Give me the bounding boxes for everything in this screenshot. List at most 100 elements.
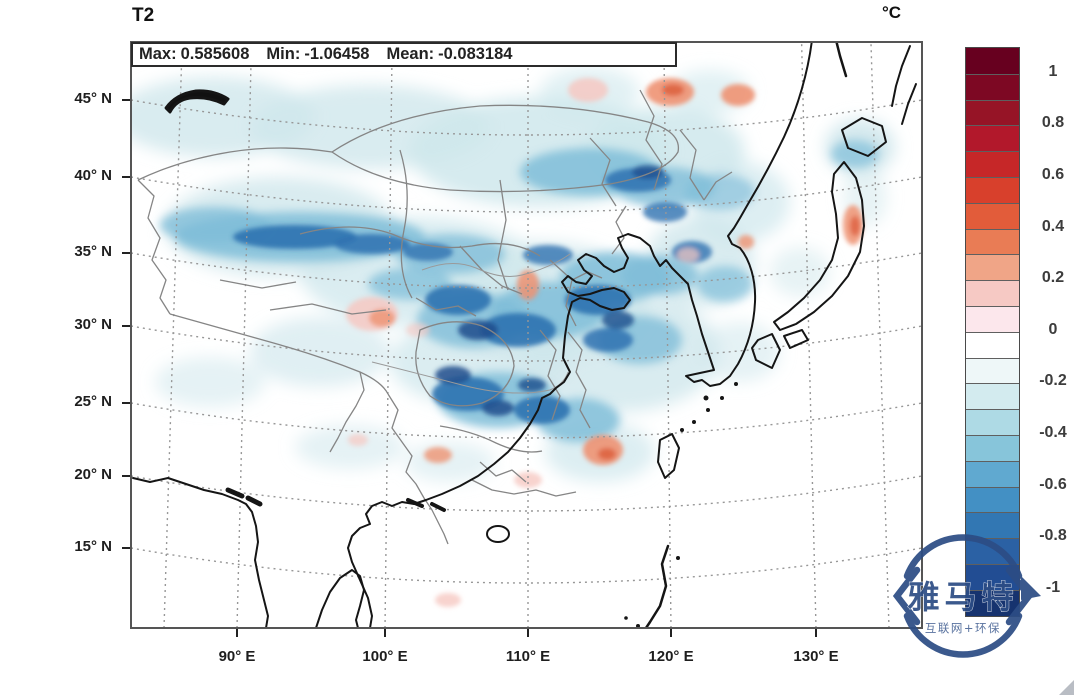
red-river-delta xyxy=(430,502,446,512)
anomaly-blob xyxy=(568,78,608,102)
lon-tick-label: 90° E xyxy=(218,648,256,665)
anomaly-blob xyxy=(677,248,699,262)
anomaly-blob xyxy=(622,255,698,295)
anomaly-blob xyxy=(583,328,633,352)
stat-item: Mean: -0.083184 xyxy=(386,45,513,63)
colorbar-segment xyxy=(966,151,1019,177)
colorbar-segment xyxy=(966,202,1019,229)
colorbar-tick-label: -0.6 xyxy=(1039,475,1067,493)
colorbar-segment xyxy=(966,486,1019,513)
anomaly-field-cores xyxy=(233,78,863,607)
anomaly-blob xyxy=(435,593,461,607)
lon-tick-label: 110° E xyxy=(505,648,551,665)
anomaly-blob xyxy=(435,366,471,384)
stats-box: Max: 0.585608 Min: -1.06458 Mean: -0.083184 xyxy=(131,42,677,67)
colorbar-tick-label: -0.2 xyxy=(1039,372,1067,390)
kyushu-island xyxy=(751,333,781,369)
corner-artifact xyxy=(1059,680,1074,695)
lat-tick-label: 20° N xyxy=(74,466,112,483)
anomaly-blob xyxy=(770,247,830,297)
anomaly-blob xyxy=(685,174,755,210)
taiwan-island xyxy=(657,433,680,479)
colorbar-segment xyxy=(966,48,1019,74)
lat-tick-label: 15° N xyxy=(74,538,112,555)
lon-tick-label: 100° E xyxy=(362,648,408,665)
colorbar-segment xyxy=(966,280,1019,306)
colorbar-tick-label: -0.8 xyxy=(1039,527,1067,545)
anomaly-blob xyxy=(523,245,573,265)
anomaly-blob xyxy=(602,311,634,329)
colorbar-segment xyxy=(966,409,1019,435)
colorbar-tick-label: 0.2 xyxy=(1041,269,1065,287)
colorbar-segment xyxy=(966,589,1019,616)
lat-tick-label: 35° N xyxy=(74,243,112,260)
anomaly-blob xyxy=(334,234,410,254)
anomaly-blob xyxy=(425,285,491,315)
watermark-logo: 雅马特 互联网+环保 xyxy=(892,534,1041,658)
lat-tick-label: 45° N xyxy=(74,90,112,107)
lat-tick-label: 30° N xyxy=(74,316,112,333)
colorbar-segment xyxy=(966,512,1019,539)
stat-item: Min: -1.06458 xyxy=(266,45,370,63)
lon-tick-label: 120° E xyxy=(648,648,694,665)
pearl-river-delta xyxy=(406,498,424,508)
anomaly-blob xyxy=(643,202,687,222)
anomaly-blob xyxy=(432,377,504,411)
sakhalin-coast xyxy=(835,42,848,78)
luzon-island xyxy=(644,544,670,628)
anomaly-blob xyxy=(598,448,616,460)
lon-tick-label: 130° E xyxy=(793,648,839,665)
hainan-island xyxy=(486,525,510,543)
colorbar-tick-label: -1 xyxy=(1045,578,1061,596)
anomaly-blob xyxy=(738,235,754,249)
anomaly-blob xyxy=(295,425,405,469)
anomaly-blob xyxy=(700,322,780,382)
anomaly-blob xyxy=(514,472,542,488)
colorbar-tick-label: 0.4 xyxy=(1041,217,1065,235)
colorbar-tick-label: 0.6 xyxy=(1041,166,1065,183)
graticule-dotted-grid xyxy=(131,42,922,628)
anomaly-blob xyxy=(348,434,368,446)
mainland-coastline xyxy=(347,42,813,628)
colorbar-segment xyxy=(966,331,1019,358)
anomaly-blob xyxy=(632,165,664,179)
watermark-chevron-left xyxy=(892,566,921,626)
coastline-layer xyxy=(132,42,917,628)
watermark-text-sub: 互联网+环保 xyxy=(925,621,1001,635)
lat-tick-label: 25° N xyxy=(74,393,112,410)
colorbar-segment xyxy=(966,176,1019,203)
anomaly-blob xyxy=(369,309,395,327)
colorbar-tick-label: 1 xyxy=(1048,62,1058,80)
colorbar-segment xyxy=(966,460,1019,487)
gulf-of-thailand-coast xyxy=(315,569,365,628)
anomaly-blob xyxy=(831,140,879,168)
colorbar-tick-label: -0.4 xyxy=(1039,424,1067,441)
shikoku-island xyxy=(783,329,809,349)
colorbar-segment xyxy=(966,305,1019,332)
lat-tick-label: 40° N xyxy=(74,167,112,184)
anomaly-blob xyxy=(480,313,556,347)
bay-of-bengal-coast xyxy=(132,477,269,628)
lake-balkhash xyxy=(164,89,230,114)
colorbar-segment xyxy=(966,73,1019,100)
okhotsk-coast xyxy=(891,45,917,125)
anomaly-blob xyxy=(697,266,753,302)
colorbar-segment xyxy=(966,228,1019,255)
watermark-arc-bottom xyxy=(903,612,1023,658)
stat-item: Max: 0.585608 xyxy=(139,45,250,63)
honshu-island xyxy=(773,161,865,331)
anomaly-blob xyxy=(721,84,755,106)
colorbar-tick-label: 0 xyxy=(1048,320,1058,338)
anomaly-blob xyxy=(518,378,546,392)
watermark-arrowhead xyxy=(1021,576,1041,600)
colorbar-segment xyxy=(966,357,1019,384)
anomaly-blob xyxy=(458,320,498,340)
anomaly-blob xyxy=(233,225,357,249)
anomaly-blob xyxy=(405,442,495,482)
watermark-text-main: 雅马特 xyxy=(907,578,1018,616)
colorbar-segment xyxy=(966,254,1019,281)
anomaly-blob xyxy=(850,216,860,236)
hokkaido-island xyxy=(841,117,887,157)
units-label: °C xyxy=(882,3,902,22)
